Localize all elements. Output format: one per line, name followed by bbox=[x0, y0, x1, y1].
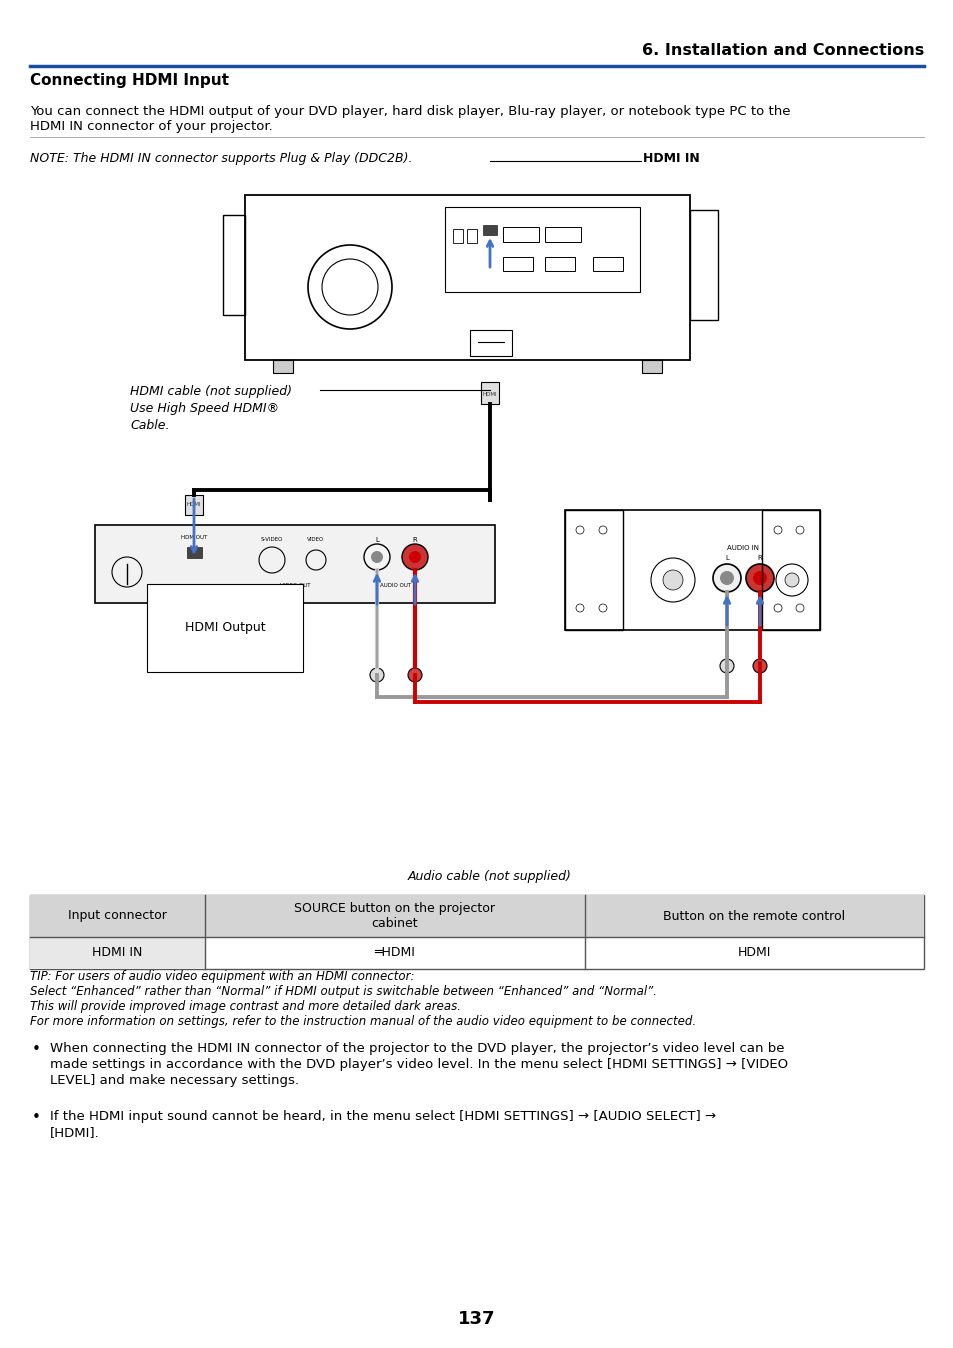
Text: 137: 137 bbox=[457, 1310, 496, 1328]
Circle shape bbox=[408, 669, 421, 682]
Text: HDMI Output: HDMI Output bbox=[185, 621, 265, 634]
Text: Button on the remote control: Button on the remote control bbox=[662, 910, 844, 922]
Text: When connecting the HDMI IN connector of the projector to the DVD player, the pr: When connecting the HDMI IN connector of… bbox=[50, 1042, 783, 1055]
Text: AUDIO IN: AUDIO IN bbox=[727, 545, 759, 551]
Text: R: R bbox=[757, 555, 761, 561]
Text: For more information on settings, refer to the instruction manual of the audio v: For more information on settings, refer … bbox=[30, 1015, 696, 1029]
Text: HDMI cable (not supplied)
Use High Speed HDMI®
Cable.: HDMI cable (not supplied) Use High Speed… bbox=[130, 386, 292, 431]
Text: HDMI: HDMI bbox=[737, 946, 770, 960]
Text: Select “Enhanced” rather than “Normal” if HDMI output is switchable between “Enh: Select “Enhanced” rather than “Normal” i… bbox=[30, 985, 657, 998]
Circle shape bbox=[662, 570, 682, 590]
Text: ═HDMI: ═HDMI bbox=[375, 946, 415, 960]
Bar bbox=[444, 208, 639, 293]
Text: •: • bbox=[32, 1042, 41, 1057]
Bar bbox=[502, 226, 538, 243]
Bar bbox=[467, 229, 476, 243]
Text: [HDMI].: [HDMI]. bbox=[50, 1126, 100, 1139]
Bar bbox=[641, 360, 661, 373]
Text: HDMI IN: HDMI IN bbox=[92, 946, 143, 960]
Circle shape bbox=[364, 545, 390, 570]
Text: NOTE: The HDMI IN connector supports Plug & Play (DDC2B).: NOTE: The HDMI IN connector supports Plu… bbox=[30, 152, 412, 164]
Bar bbox=[223, 214, 245, 315]
Text: HDM OUT: HDM OUT bbox=[181, 535, 207, 541]
Bar bbox=[185, 495, 203, 515]
Text: LEVEL] and make necessary settings.: LEVEL] and make necessary settings. bbox=[50, 1074, 298, 1086]
Text: SOURCE button on the projector
cabinet: SOURCE button on the projector cabinet bbox=[294, 902, 495, 930]
Bar bbox=[480, 381, 498, 404]
Circle shape bbox=[720, 572, 733, 585]
Bar bbox=[502, 257, 533, 271]
Text: HDMI: HDMI bbox=[482, 392, 497, 398]
Bar bbox=[245, 195, 689, 360]
Text: L: L bbox=[724, 555, 728, 561]
Circle shape bbox=[409, 551, 420, 563]
Text: made settings in accordance with the DVD player’s video level. In the menu selec: made settings in accordance with the DVD… bbox=[50, 1058, 787, 1072]
Circle shape bbox=[752, 572, 766, 585]
Bar bbox=[273, 360, 293, 373]
Text: TIP: For users of audio video equipment with an HDMI connector:: TIP: For users of audio video equipment … bbox=[30, 971, 414, 983]
Text: If the HDMI input sound cannot be heard, in the menu select [HDMI SETTINGS] → [A: If the HDMI input sound cannot be heard,… bbox=[50, 1109, 716, 1123]
Bar bbox=[564, 510, 622, 630]
Text: You can connect the HDMI output of your DVD player, hard disk player, Blu-ray pl: You can connect the HDMI output of your … bbox=[30, 105, 790, 119]
Circle shape bbox=[720, 659, 733, 673]
Text: VIDEO: VIDEO bbox=[307, 537, 324, 542]
Text: Audio cable (not supplied): Audio cable (not supplied) bbox=[408, 869, 572, 883]
Circle shape bbox=[745, 563, 773, 592]
Bar bbox=[30, 895, 205, 937]
Circle shape bbox=[784, 573, 799, 586]
Bar bbox=[584, 895, 923, 937]
Text: Input connector: Input connector bbox=[68, 910, 167, 922]
Bar bbox=[30, 937, 205, 969]
Circle shape bbox=[752, 659, 766, 673]
Text: S-VIDEO: S-VIDEO bbox=[260, 537, 283, 542]
Text: L: L bbox=[375, 537, 378, 543]
Bar bbox=[761, 510, 820, 630]
Text: This will provide improved image contrast and more detailed dark areas.: This will provide improved image contras… bbox=[30, 1000, 460, 1012]
Circle shape bbox=[712, 563, 740, 592]
Bar bbox=[453, 229, 462, 243]
Bar bbox=[689, 210, 718, 319]
Bar bbox=[205, 895, 584, 937]
Bar bbox=[564, 510, 820, 630]
Bar bbox=[95, 524, 495, 603]
Text: HDMI IN: HDMI IN bbox=[642, 152, 699, 164]
Circle shape bbox=[371, 551, 382, 563]
Text: Connecting HDMI Input: Connecting HDMI Input bbox=[30, 73, 229, 88]
Text: VIDEO OUT: VIDEO OUT bbox=[279, 582, 310, 588]
Bar bbox=[544, 257, 575, 271]
Circle shape bbox=[370, 669, 384, 682]
Text: •: • bbox=[32, 1109, 41, 1126]
Text: HDMI: HDMI bbox=[187, 503, 201, 507]
Bar bbox=[470, 330, 512, 356]
Bar bbox=[593, 257, 622, 271]
Text: R: R bbox=[413, 537, 416, 543]
Circle shape bbox=[401, 545, 428, 570]
Bar bbox=[544, 226, 580, 243]
Bar bbox=[30, 895, 923, 969]
Bar bbox=[482, 225, 497, 235]
Bar bbox=[187, 547, 202, 558]
Text: HDMI IN connector of your projector.: HDMI IN connector of your projector. bbox=[30, 120, 273, 133]
Text: 6. Installation and Connections: 6. Installation and Connections bbox=[641, 43, 923, 58]
Text: AUDIO OUT: AUDIO OUT bbox=[380, 582, 411, 588]
